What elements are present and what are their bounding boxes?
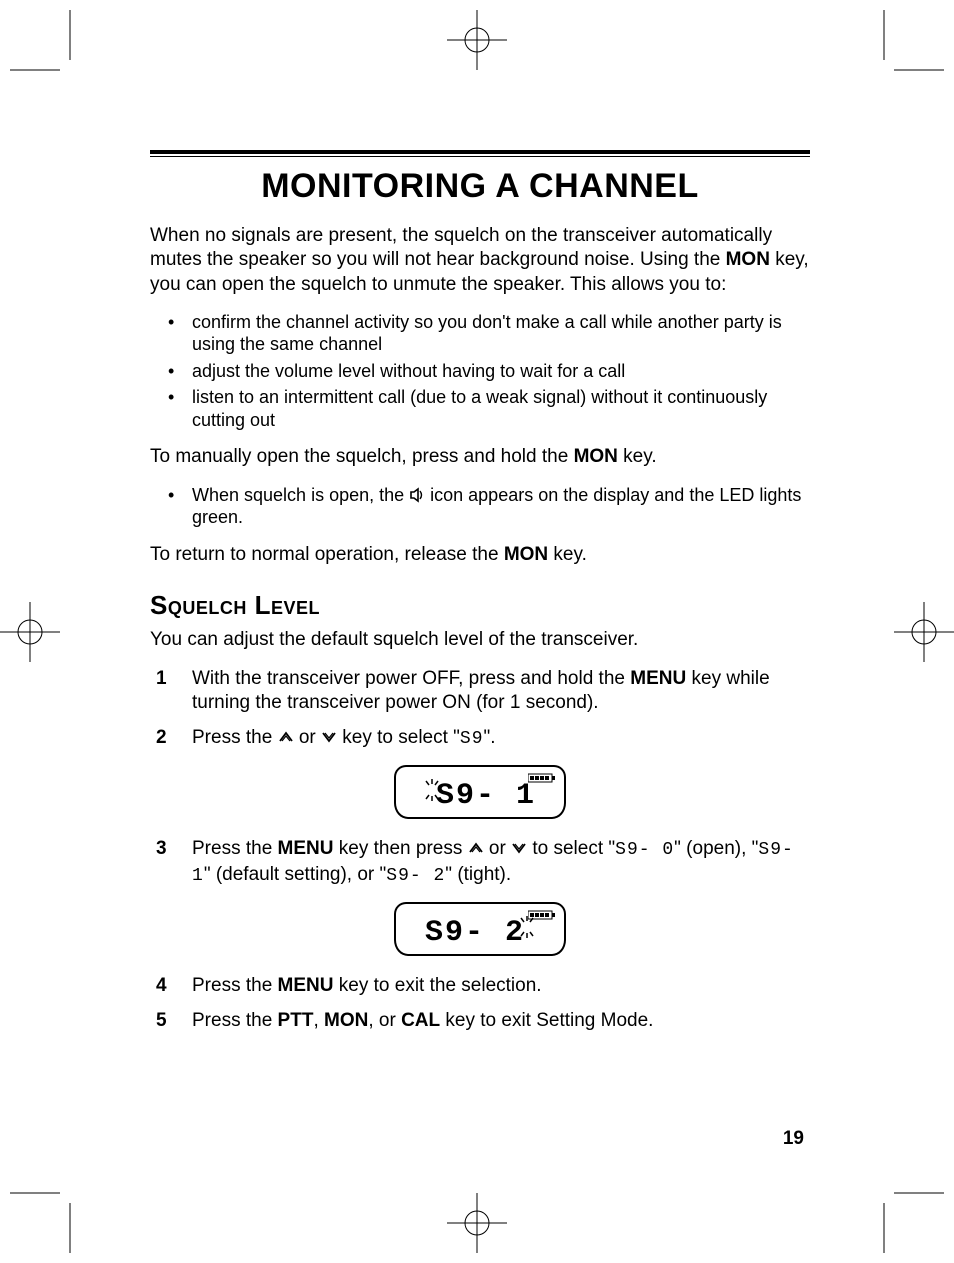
down-chevron-icon [511, 840, 527, 856]
step-3: Press the MENU key then press or to sele… [150, 837, 810, 888]
step4-pre: Press the [192, 975, 278, 996]
bullet-item: confirm the channel activity so you don'… [150, 311, 810, 356]
page-content: MONITORING A CHANNEL When no signals are… [150, 150, 810, 1044]
lcd-text: S9- 1 [436, 779, 536, 813]
step5-pre: Press the [192, 1010, 278, 1031]
step5-c2: , or [368, 1010, 401, 1031]
steps-list-cont: Press the MENU key then press or to sele… [150, 837, 810, 888]
lcd-code: S9- 0 [615, 840, 674, 860]
menu-key-label: MENU [630, 668, 686, 689]
intro-paragraph: When no signals are present, the squelch… [150, 224, 810, 297]
battery-icon [528, 773, 556, 783]
crop-mark-bl [10, 1163, 100, 1253]
body-text: When no signals are present, the squelch… [150, 224, 810, 1034]
menu-key-label: MENU [278, 975, 334, 996]
title-rule-thick [150, 150, 810, 154]
lcd-figure-1: S9- 1 [150, 765, 810, 819]
crop-mark-tr [854, 10, 944, 100]
register-mark-top [447, 10, 507, 70]
lcd-code: S9 [460, 729, 484, 749]
steps-list: With the transceiver power OFF, press an… [150, 667, 810, 752]
page-number: 19 [783, 1128, 804, 1150]
register-mark-left [0, 602, 60, 662]
return-post: key. [548, 544, 587, 565]
crop-mark-tl [10, 10, 100, 100]
step2-post2: ". [484, 727, 496, 748]
lcd-display: S9- 1 [394, 765, 566, 819]
lcd-code: S9- 2 [386, 866, 445, 886]
menu-key-label: MENU [278, 838, 334, 859]
icon-bullet-pre: When squelch is open, the [192, 485, 409, 505]
bullet-item: adjust the volume level without having t… [150, 360, 810, 383]
step3-pre: Press the [192, 838, 278, 859]
lcd-text: S9- 2 [425, 916, 525, 950]
lcd-display: S9- 2 [394, 902, 566, 956]
mon-key-label: MON [574, 446, 618, 467]
crop-mark-br [854, 1163, 944, 1253]
return-pre: To return to normal operation, release t… [150, 544, 504, 565]
step3-txt1: " (open), " [674, 838, 758, 859]
step-2: Press the or key to select "S9". [150, 726, 810, 751]
register-mark-right [894, 602, 954, 662]
manual-open-paragraph: To manually open the squelch, press and … [150, 445, 810, 469]
mon-key-label: MON [504, 544, 548, 565]
step3-mid2: or [484, 838, 511, 859]
down-chevron-icon [321, 729, 337, 745]
step-4: Press the MENU key to exit the selection… [150, 974, 810, 999]
step1-pre: With the transceiver power OFF, press an… [192, 668, 630, 689]
step4-post: key to exit the selection. [334, 975, 542, 996]
up-chevron-icon [278, 729, 294, 745]
intro-pre: When no signals are present, the squelch… [150, 225, 772, 270]
manual-pre: To manually open the squelch, press and … [150, 446, 574, 467]
manual-post: key. [618, 446, 657, 467]
battery-icon [528, 910, 556, 920]
step2-mid: or [294, 727, 321, 748]
bullet-item: listen to an intermittent call (due to a… [150, 386, 810, 431]
title-rule-thin [150, 156, 810, 157]
register-mark-bottom [447, 1193, 507, 1253]
up-chevron-icon [468, 840, 484, 856]
step5-post: key to exit Setting Mode. [440, 1010, 653, 1031]
step3-mid3: to select " [527, 838, 615, 859]
step5-c1: , [313, 1010, 324, 1031]
step2-pre: Press the [192, 727, 278, 748]
section-heading: Squelch Level [150, 589, 810, 622]
step-1: With the transceiver power OFF, press an… [150, 667, 810, 716]
icon-bullet: When squelch is open, the icon appears o… [150, 484, 810, 529]
intro-bullets: confirm the channel activity so you don'… [150, 311, 810, 432]
steps-list-cont2: Press the MENU key to exit the selection… [150, 974, 810, 1033]
mon-key-label: MON [324, 1010, 368, 1031]
bullet-item: When squelch is open, the icon appears o… [150, 484, 810, 529]
mon-key-label: MON [726, 249, 770, 270]
step3-txt3: " (tight). [445, 864, 511, 885]
speaker-icon [409, 487, 425, 503]
lcd-figure-2: S9- 2 [150, 902, 810, 956]
return-paragraph: To return to normal operation, release t… [150, 543, 810, 567]
cal-key-label: CAL [401, 1010, 440, 1031]
step-5: Press the PTT, MON, or CAL key to exit S… [150, 1009, 810, 1034]
step3-txt2: " (default setting), or " [204, 864, 386, 885]
ptt-key-label: PTT [278, 1010, 314, 1031]
step3-mid1: key then press [334, 838, 468, 859]
page-title: MONITORING A CHANNEL [150, 167, 810, 206]
squelch-intro: You can adjust the default squelch level… [150, 628, 810, 652]
step2-post1: key to select " [337, 727, 460, 748]
